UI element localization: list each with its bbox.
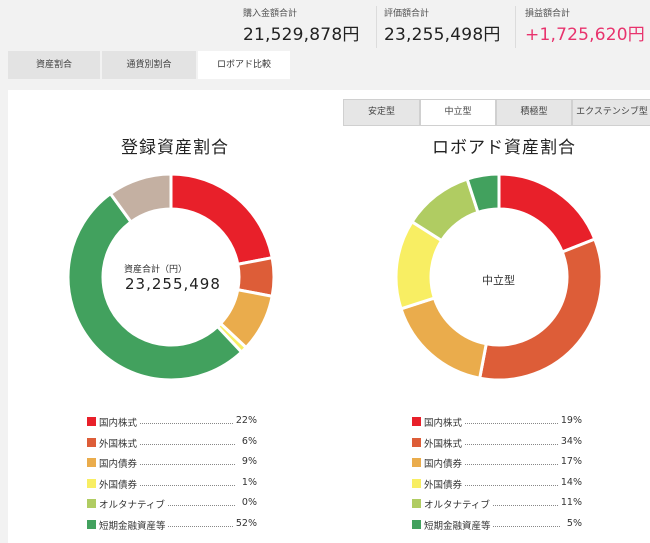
legend-value: 17% (558, 456, 582, 468)
legend-leader (137, 443, 235, 445)
subtab-neutral[interactable]: 中立型 (420, 99, 496, 126)
legend-value: 9% (239, 456, 257, 468)
legend-item-domestic-stock: 国内株式 22% (87, 415, 257, 429)
valuation-total-label: 評価額合計 (384, 9, 430, 19)
profit-total-label: 損益額合計 (525, 9, 571, 19)
donut-segment-domestic-stock (169, 172, 274, 267)
legend-swatch (412, 458, 421, 468)
legend-label: 外国債券 (99, 476, 140, 491)
registered-asset-donut (66, 172, 276, 382)
legend-swatch (87, 520, 96, 529)
legend-label: 国内債券 (99, 456, 140, 471)
legend-label: 国内株式 (99, 415, 140, 429)
legend-value: 11% (558, 497, 582, 509)
legend-value: 6% (239, 435, 257, 447)
legend-leader (462, 423, 560, 424)
legend-label: オルタナティブ (99, 497, 167, 512)
donut-segment-foreign-stock (477, 237, 604, 382)
legend-label: 短期金融資産等 (99, 518, 168, 532)
legend-label: 外国債券 (424, 476, 465, 491)
legend-label: 短期金融資産等 (424, 518, 493, 532)
donut-segment-short-term-assets (465, 172, 501, 215)
registered-legend: 国内株式 22% 外国株式 6% 国内債券 9% 外国債券 1% オルタナティブ 0% 短期金融資産… (87, 415, 257, 540)
legend-leader (137, 505, 235, 507)
legend-value: 34% (558, 435, 582, 447)
legend-item-alternative: オルタナティブ 11% (412, 497, 582, 512)
legend-item-foreign-stock: 外国株式 6% (87, 435, 257, 450)
legend-value: 19% (558, 415, 582, 426)
legend-value: 22% (233, 415, 257, 426)
legend-item-short-term-assets: 短期金融資産等 52% (87, 518, 257, 532)
donut-segment-short-term-assets (66, 191, 244, 382)
robo-asset-donut (394, 172, 604, 382)
purchase-total-label: 購入金額合計 (243, 9, 298, 19)
legend-leader (462, 464, 560, 466)
legend-item-domestic-stock: 国内株式 19% (412, 415, 582, 429)
total-assets-value: 23,255,498 (125, 275, 221, 293)
legend-swatch (412, 437, 421, 447)
legend-leader (137, 423, 235, 424)
legend-item-short-term-assets: 短期金融資産等 5% (412, 518, 582, 532)
legend-leader (462, 484, 560, 486)
summary-divider (376, 6, 377, 48)
purchase-total-value: 21,529,878円 (243, 25, 360, 45)
legend-item-domestic-bond: 国内債券 17% (412, 456, 582, 471)
legend-leader (137, 464, 235, 466)
legend-value: 52% (233, 518, 257, 529)
legend-leader (137, 526, 235, 527)
legend-leader (462, 505, 560, 507)
donut-segment-domestic-bond (399, 296, 489, 380)
total-assets-label: 資産合計（円） (124, 265, 188, 275)
legend-value: 1% (239, 476, 257, 488)
tab-currency-ratio[interactable]: 通貨別割合 (102, 51, 196, 79)
robo-legend: 国内株式 19% 外国株式 34% 国内債券 17% 外国債券 14% オルタナティブ 11% 短期… (412, 415, 582, 540)
robo-type-label: 中立型 (482, 274, 515, 287)
legend-swatch (87, 478, 96, 488)
legend-swatch (87, 499, 96, 509)
legend-swatch (412, 478, 421, 488)
legend-item-foreign-bond: 外国債券 14% (412, 476, 582, 491)
subtab-stable[interactable]: 安定型 (343, 99, 420, 126)
legend-item-alternative: オルタナティブ 0% (87, 497, 257, 512)
legend-swatch (87, 458, 96, 468)
legend-label: 外国株式 (424, 435, 465, 450)
legend-item-foreign-bond: 外国債券 1% (87, 476, 257, 491)
tab-robo-compare[interactable]: ロボアド比較 (198, 51, 290, 79)
legend-swatch (87, 437, 96, 447)
donut-segment-domestic-stock (497, 172, 597, 254)
profit-total-value: +1,725,620円 (525, 25, 645, 45)
legend-item-foreign-stock: 外国株式 34% (412, 435, 582, 450)
donut-segment-other (108, 172, 173, 225)
tab-asset-ratio[interactable]: 資産割合 (8, 51, 100, 79)
legend-leader (462, 443, 560, 445)
valuation-total-value: 23,255,498円 (384, 25, 501, 45)
summary-divider (515, 6, 516, 48)
registered-chart-title: 登録資産割合 (121, 138, 229, 158)
legend-swatch (412, 499, 421, 509)
legend-swatch (412, 417, 421, 426)
legend-leader (137, 484, 235, 486)
subtab-extensive[interactable]: エクステンシブ型 (572, 99, 650, 126)
legend-label: 国内株式 (424, 415, 465, 429)
robo-chart-title: ロボアド資産割合 (432, 138, 576, 158)
legend-value: 5% (564, 518, 582, 529)
legend-value: 14% (558, 476, 582, 488)
legend-label: オルタナティブ (424, 497, 492, 512)
summary-bar: 購入金額合計 21,529,878円 評価額合計 23,255,498円 損益額… (0, 0, 650, 50)
subtab-aggressive[interactable]: 積極型 (496, 99, 572, 126)
legend-swatch (87, 417, 96, 426)
legend-item-domestic-bond: 国内債券 9% (87, 456, 257, 471)
legend-label: 外国株式 (99, 435, 140, 450)
legend-swatch (412, 520, 421, 529)
legend-value: 0% (239, 497, 257, 509)
legend-leader (462, 526, 560, 527)
legend-label: 国内債券 (424, 456, 465, 471)
